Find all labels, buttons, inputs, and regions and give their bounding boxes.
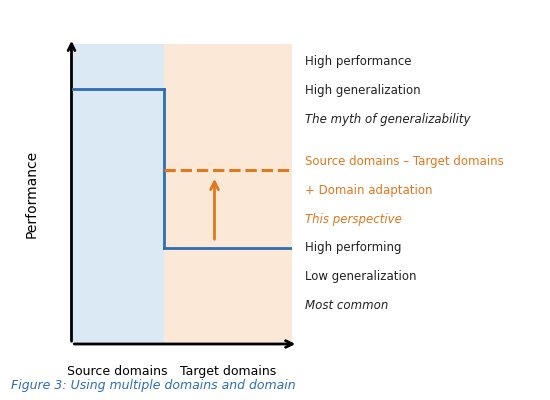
Text: This perspective: This perspective [305,213,402,226]
Text: High generalization: High generalization [305,84,421,97]
Text: Low generalization: Low generalization [305,270,417,283]
Text: Target domains: Target domains [179,365,276,378]
Text: Figure 3: Using multiple domains and domain: Figure 3: Using multiple domains and dom… [11,379,296,392]
Text: Source domains – Target domains: Source domains – Target domains [305,156,504,168]
Text: The myth of generalizability: The myth of generalizability [305,113,471,126]
Text: + Domain adaptation: + Domain adaptation [305,184,433,197]
Text: High performing: High performing [305,242,401,254]
Text: Most common: Most common [305,299,389,312]
Bar [164,44,292,344]
Text: Performance: Performance [25,150,39,238]
Bar [72,44,164,344]
Text: Source domains: Source domains [68,365,168,378]
Text: High performance: High performance [305,56,412,68]
